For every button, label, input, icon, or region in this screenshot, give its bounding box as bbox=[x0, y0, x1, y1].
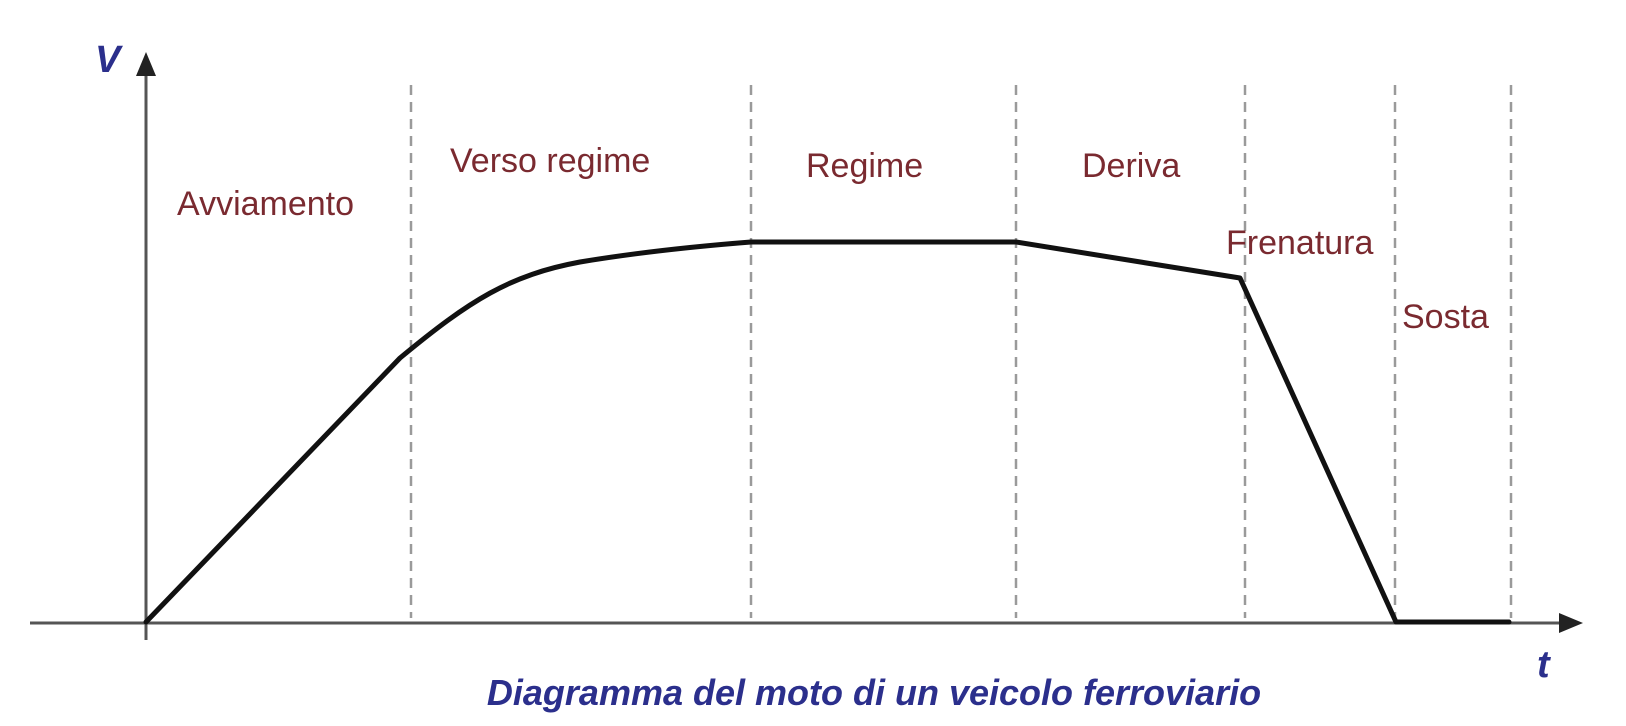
y-axis-label: V bbox=[95, 39, 123, 81]
diagram-caption: Diagramma del moto di un veicolo ferrovi… bbox=[487, 672, 1261, 713]
axes bbox=[30, 52, 1583, 640]
phase-label-sosta: Sosta bbox=[1402, 298, 1489, 336]
phase-label-deriva: Deriva bbox=[1082, 147, 1180, 185]
phase-label-frenatura: Frenatura bbox=[1226, 224, 1373, 262]
phase-label-regime: Regime bbox=[806, 147, 923, 185]
y-axis-arrow bbox=[136, 52, 156, 76]
phase-label-verso-regime: Verso regime bbox=[450, 142, 650, 180]
x-axis-arrow bbox=[1559, 613, 1583, 633]
velocity-curve bbox=[143, 239, 1512, 625]
phase-label-avviamento: Avviamento bbox=[177, 185, 354, 223]
phase-labels: Avviamento Verso regime Regime Deriva Fr… bbox=[177, 142, 1489, 336]
x-axis-label: t bbox=[1537, 644, 1551, 686]
phase-dividers bbox=[409, 85, 1513, 618]
